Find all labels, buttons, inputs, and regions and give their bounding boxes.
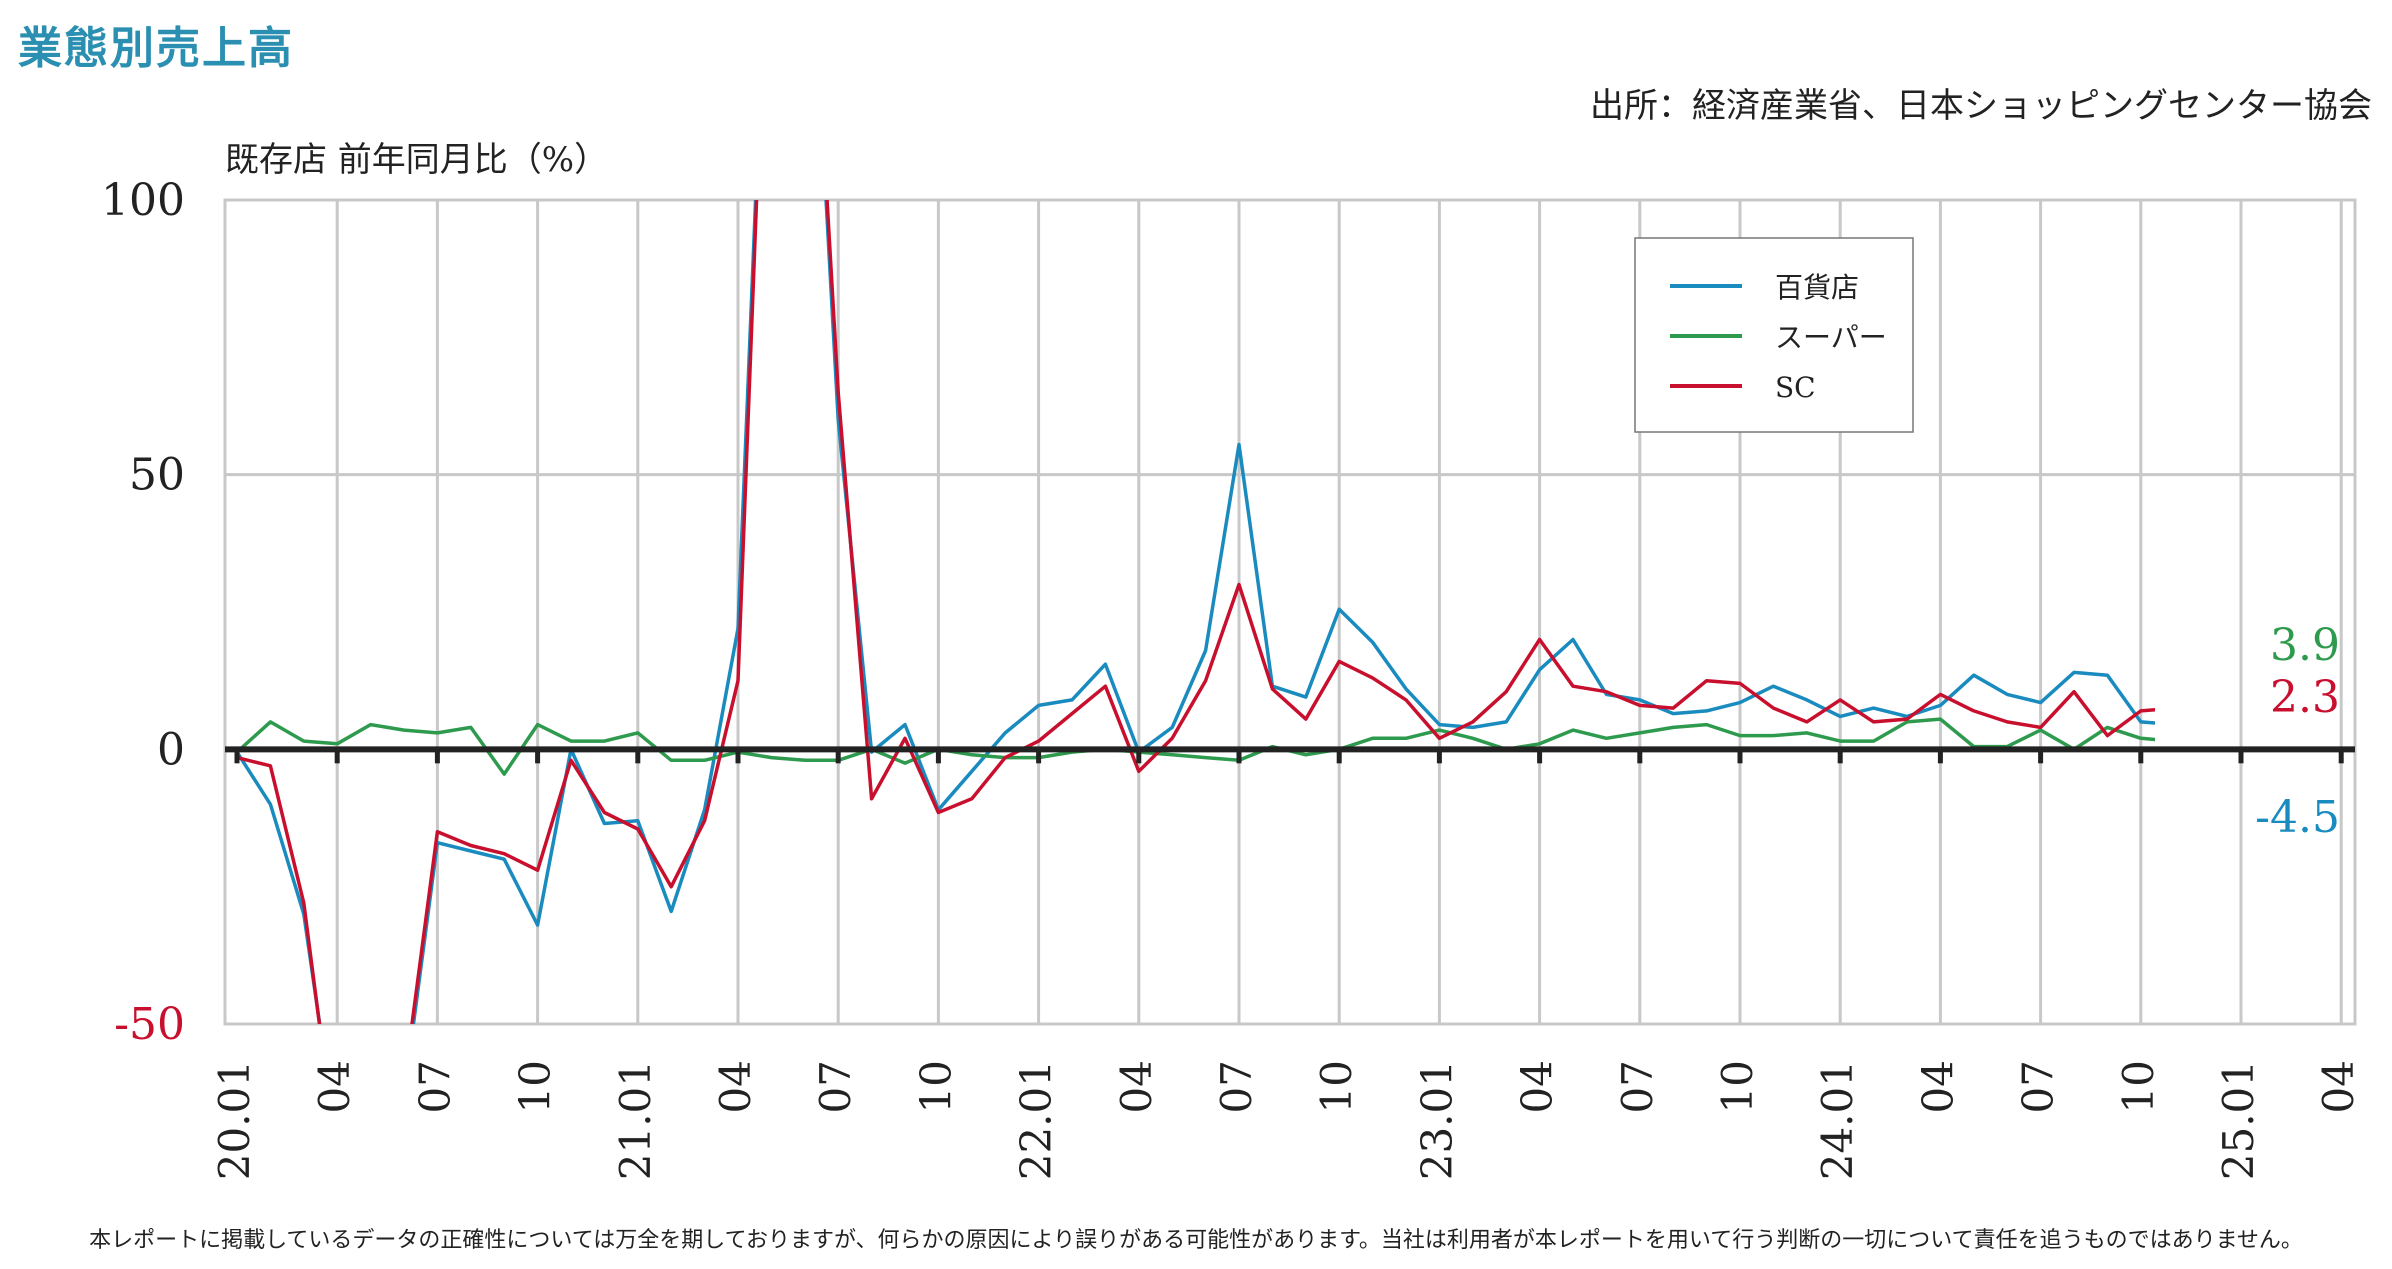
x-tick-label: 04 [1112, 1060, 1161, 1113]
series-layer [235, 200, 2155, 1024]
x-tick-label: 10 [1713, 1060, 1762, 1113]
legend-label-dept: 百貨店 [1775, 271, 1859, 304]
x-tick-label: 21.01 [611, 1060, 660, 1180]
y-tick-label: 100 [101, 175, 185, 226]
grid-layer [223, 198, 2357, 1026]
axis-layer [225, 746, 2355, 764]
x-tick-label: 07 [1613, 1060, 1662, 1113]
source-note: 出所：経済産業省、日本ショッピングセンター協会 [1590, 86, 2372, 126]
y-tick-label: -50 [114, 999, 185, 1050]
x-tick-label: 10 [911, 1060, 960, 1113]
x-tick-label: 04 [2314, 1060, 2363, 1113]
y-tick-label: 50 [129, 450, 185, 501]
x-tick-label: 10 [1312, 1060, 1361, 1113]
legend: 百貨店 スーパー SC [1634, 237, 1914, 433]
x-tick-label: 25.01 [2214, 1060, 2263, 1180]
plot-frame [223, 198, 2357, 1026]
x-tick-label: 23.01 [1412, 1060, 1461, 1180]
x-tick-label: 04 [711, 1060, 760, 1113]
x-tick-label: 04 [1513, 1060, 1562, 1113]
x-tick-label: 24.01 [1813, 1060, 1862, 1180]
series-line-sc [236, 200, 2155, 1024]
y-axis-unit-label: 既存店 前年同月比（%） [225, 140, 609, 180]
x-tick-label: 20.01 [210, 1060, 259, 1180]
x-tick-label: 07 [410, 1060, 459, 1113]
x-tick-label: 22.01 [1012, 1060, 1061, 1180]
end-label-super: 3.9 [2270, 620, 2340, 671]
legend-label-super: スーパー [1775, 321, 1887, 354]
x-tick-label: 10 [511, 1060, 560, 1113]
page-title: 業態別売上高 [18, 23, 294, 74]
disclaimer-footnote: 本レポートに掲載しているデータの正確性については万全を期しておりますが、何らかの… [89, 1228, 2303, 1253]
x-tick-label: 04 [310, 1060, 359, 1113]
line-chart: 20.01 04 07 10 21.01 04 07 10 22.01 04 07 10 23.01 04… [101, 175, 2363, 1180]
x-tick-label: 07 [1212, 1060, 1261, 1113]
series-line-dept [235, 200, 2155, 1024]
end-label-sc: 2.3 [2270, 672, 2340, 723]
legend-label-sc: SC [1775, 371, 1816, 404]
y-tick-label: 0 [157, 724, 185, 775]
label-layer: 20.01 04 07 10 21.01 04 07 10 22.01 04 07 10 23.01 04… [101, 175, 2363, 1180]
x-tick-label: 07 [811, 1060, 860, 1113]
x-tick-label: 04 [1913, 1060, 1962, 1113]
x-tick-label: 10 [2114, 1060, 2163, 1113]
end-label-dept: -4.5 [2255, 792, 2340, 843]
x-tick-label: 07 [2014, 1060, 2063, 1113]
